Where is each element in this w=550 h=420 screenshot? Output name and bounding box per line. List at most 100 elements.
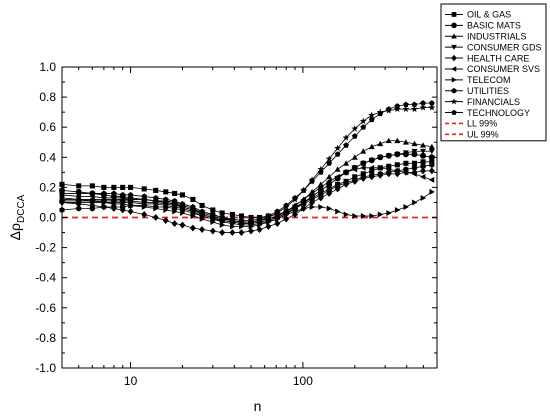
legend-label: CONSUMER SVS [467, 64, 540, 74]
data-point [248, 227, 255, 235]
data-point [162, 196, 169, 202]
series-line [62, 102, 432, 221]
data-point [428, 104, 436, 111]
data-point [429, 159, 435, 165]
data-point [199, 202, 205, 209]
data-point [229, 211, 235, 218]
data-point [326, 187, 332, 194]
data-point [326, 205, 333, 212]
legend-label: HEALTH CARE [467, 53, 529, 63]
y-axis-title: ΔρDCCA [7, 194, 27, 240]
data-point [152, 214, 159, 221]
data-point [420, 152, 427, 159]
data-point [309, 190, 315, 197]
data-point [359, 117, 367, 125]
legend-marker [450, 98, 458, 105]
series-oil-gas [59, 159, 435, 221]
data-point [335, 208, 341, 215]
data-point [402, 139, 409, 145]
data-point [75, 190, 82, 196]
data-point [368, 143, 375, 150]
data-point [385, 137, 392, 144]
data-point [119, 191, 126, 198]
data-point [265, 223, 272, 230]
data-point [411, 140, 418, 147]
data-point [420, 194, 427, 201]
data-point [101, 203, 107, 210]
data-point [219, 210, 225, 216]
legend-entry-oil-gas: OIL & GAS [445, 10, 511, 20]
data-point [335, 182, 341, 189]
data-point [88, 197, 96, 204]
data-point [238, 217, 245, 223]
data-point [394, 151, 401, 158]
data-point [368, 111, 376, 119]
data-point [128, 184, 134, 190]
y-tick-label: 0.6 [39, 120, 56, 134]
series-technology [59, 100, 435, 223]
data-point [428, 148, 435, 155]
data-point [403, 166, 409, 173]
series-line [62, 140, 432, 223]
data-point [411, 160, 418, 166]
data-point [368, 164, 375, 171]
data-point [368, 157, 375, 164]
series-utilities [59, 161, 435, 227]
data-point [127, 191, 134, 198]
legend-label: UTILITIES [467, 86, 509, 96]
data-point [110, 197, 118, 204]
data-point [402, 105, 410, 113]
data-point [429, 188, 435, 195]
data-point [343, 160, 350, 166]
data-point [199, 208, 205, 214]
data-point [403, 101, 409, 108]
data-point [119, 197, 127, 204]
legend-label: CONSUMER GDS [467, 42, 542, 52]
series-line [62, 150, 432, 226]
data-point [190, 196, 196, 202]
data-point [351, 125, 359, 132]
data-point [172, 190, 178, 196]
data-point [360, 213, 367, 219]
data-point [360, 124, 367, 130]
data-point [141, 186, 147, 192]
data-point [343, 142, 349, 148]
data-point [283, 215, 290, 223]
data-point [292, 205, 298, 212]
data-point [89, 183, 95, 189]
legend-entry-telecom: TELECOM [445, 75, 511, 85]
data-point [76, 205, 82, 212]
data-point [111, 184, 117, 190]
data-point [274, 214, 280, 221]
legend-box [440, 3, 547, 142]
data-point [393, 105, 401, 113]
data-point [292, 194, 298, 201]
y-tick-label: -0.4 [35, 271, 56, 285]
series-industrials [59, 137, 435, 225]
data-point [325, 155, 333, 162]
data-point [229, 229, 236, 236]
data-point [309, 178, 315, 184]
data-point [75, 197, 83, 204]
y-tick-label: 0.4 [39, 150, 56, 164]
data-point [100, 197, 108, 204]
y-tick-label: -0.8 [35, 331, 56, 345]
data-point [309, 196, 315, 203]
data-point [274, 220, 281, 227]
data-point [420, 148, 427, 155]
data-point [110, 194, 117, 201]
data-point [318, 203, 324, 210]
data-point [360, 173, 366, 180]
data-point [229, 216, 236, 222]
data-point [127, 197, 134, 204]
data-point [300, 196, 307, 203]
data-point [369, 172, 375, 179]
y-tick-label: 0.8 [39, 90, 56, 104]
data-point [89, 205, 95, 212]
data-point [238, 213, 245, 219]
data-point [377, 211, 384, 218]
legend-entry-ul-99-: UL 99% [445, 130, 499, 140]
data-point [326, 173, 333, 180]
data-point [141, 211, 148, 218]
